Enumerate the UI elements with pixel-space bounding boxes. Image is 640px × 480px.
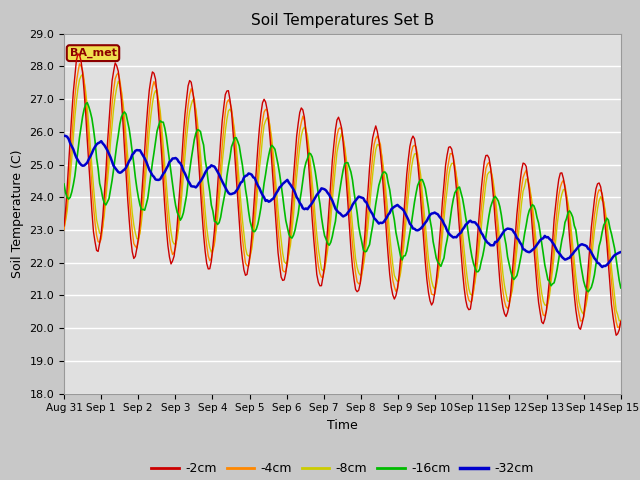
X-axis label: Time: Time — [327, 419, 358, 432]
Y-axis label: Soil Temperature (C): Soil Temperature (C) — [11, 149, 24, 278]
Title: Soil Temperatures Set B: Soil Temperatures Set B — [251, 13, 434, 28]
Legend: -2cm, -4cm, -8cm, -16cm, -32cm: -2cm, -4cm, -8cm, -16cm, -32cm — [147, 457, 538, 480]
Text: BA_met: BA_met — [70, 48, 116, 58]
